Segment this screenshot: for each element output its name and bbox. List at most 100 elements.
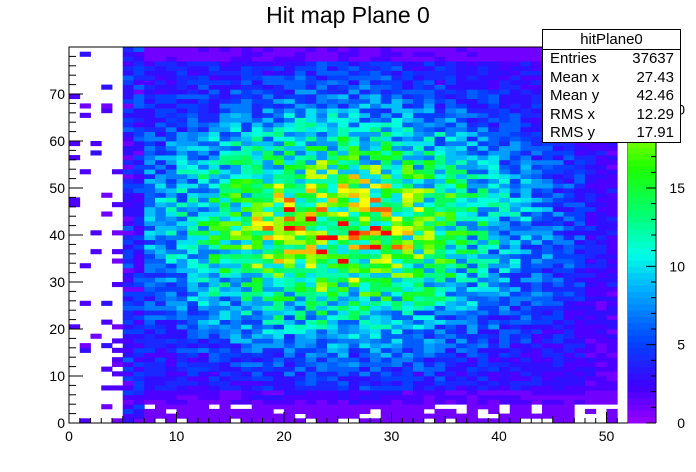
heatmap-cell — [477, 56, 489, 62]
heatmap-cell — [574, 310, 586, 316]
heatmap-cell — [574, 319, 586, 325]
heatmap-cell — [391, 202, 403, 208]
heatmap-cell — [574, 145, 586, 151]
heatmap-cell — [595, 159, 607, 165]
heatmap-cell — [241, 164, 253, 170]
heatmap-cell — [552, 385, 564, 391]
heatmap-cell — [466, 390, 478, 396]
heatmap-cell — [316, 61, 328, 67]
heatmap-cell — [585, 376, 597, 382]
heatmap-cell — [466, 253, 478, 259]
heatmap-cell — [370, 47, 382, 53]
heatmap-cell — [606, 380, 618, 386]
heatmap-cell — [165, 61, 177, 67]
heatmap-cell — [380, 314, 392, 320]
heatmap-cell — [273, 150, 285, 156]
heatmap-cell — [176, 343, 188, 349]
heatmap-cell — [251, 366, 263, 372]
heatmap-cell — [370, 380, 382, 386]
heatmap-cell — [391, 343, 403, 349]
heatmap-cell — [337, 216, 349, 222]
heatmap-cell — [219, 211, 231, 217]
heatmap-cell — [273, 98, 285, 104]
heatmap-cell — [230, 385, 242, 391]
heatmap-cell — [606, 178, 618, 184]
heatmap-cell — [520, 155, 532, 161]
heatmap-cell — [144, 173, 156, 179]
heatmap-cell — [133, 131, 145, 137]
heatmap-cell — [176, 267, 188, 273]
heatmap-cell — [574, 357, 586, 363]
heatmap-cell — [144, 413, 156, 419]
heatmap-cell — [230, 258, 242, 264]
heatmap-cell — [241, 291, 253, 297]
heatmap-cell — [542, 371, 554, 377]
heatmap-cell — [488, 65, 500, 71]
heatmap-cell — [273, 286, 285, 292]
heatmap-cell — [402, 164, 414, 170]
heatmap-cell — [337, 155, 349, 161]
heatmap-cell — [208, 220, 220, 226]
heatmap-cell — [359, 357, 371, 363]
heatmap-cell — [284, 225, 296, 231]
heatmap-cell — [595, 385, 607, 391]
heatmap-cell — [155, 324, 167, 330]
heatmap-cell — [456, 272, 468, 278]
heatmap-cell — [165, 314, 177, 320]
heatmap-cell — [531, 117, 543, 123]
heatmap-cell — [509, 267, 521, 273]
heatmap-cell — [359, 277, 371, 283]
heatmap-cell — [305, 314, 317, 320]
heatmap-cell — [348, 150, 360, 156]
heatmap-cell — [122, 371, 134, 377]
heatmap-cell — [595, 361, 607, 367]
heatmap-cell — [445, 258, 457, 264]
heatmap-cell — [316, 150, 328, 156]
heatmap-cell — [520, 291, 532, 297]
heatmap-cell — [606, 413, 618, 419]
heatmap-cell — [391, 136, 403, 142]
heatmap-cell — [327, 305, 339, 311]
heatmap-cell — [499, 51, 511, 57]
heatmap-cell — [563, 258, 575, 264]
heatmap-cell — [391, 371, 403, 377]
heatmap-cell — [144, 51, 156, 57]
heatmap-cell — [219, 117, 231, 123]
heatmap-cell — [445, 263, 457, 269]
heatmap-cell — [585, 385, 597, 391]
heatmap-cell — [595, 202, 607, 208]
heatmap-cell — [316, 225, 328, 231]
heatmap-cell — [262, 225, 274, 231]
heatmap-cell — [337, 145, 349, 151]
heatmap-cell — [187, 112, 199, 118]
heatmap-cell — [122, 169, 134, 175]
heatmap-cell — [69, 94, 81, 100]
heatmap-cell — [585, 296, 597, 302]
heatmap-cell — [133, 47, 145, 53]
heatmap-cell — [262, 169, 274, 175]
heatmap-cell — [434, 380, 446, 386]
heatmap-cell — [294, 385, 306, 391]
heatmap-cell — [294, 394, 306, 400]
heatmap-cell — [284, 291, 296, 297]
heatmap-cell — [574, 249, 586, 255]
palette-step — [628, 241, 656, 249]
heatmap-cell — [391, 267, 403, 273]
heatmap-cell — [574, 244, 586, 250]
heatmap-cell — [208, 380, 220, 386]
heatmap-cell — [477, 296, 489, 302]
heatmap-cell — [294, 188, 306, 194]
heatmap-cell — [241, 94, 253, 100]
heatmap-cell — [176, 211, 188, 217]
heatmap-cell — [456, 314, 468, 320]
heatmap-cell — [423, 188, 435, 194]
heatmap-cell — [122, 333, 134, 339]
heatmap-cell — [499, 319, 511, 325]
palette-step — [628, 147, 656, 155]
heatmap-cell — [122, 98, 134, 104]
heatmap-cell — [509, 390, 521, 396]
heatmap-cell — [391, 291, 403, 297]
heatmap-cell — [284, 282, 296, 288]
heatmap-cell — [122, 108, 134, 114]
heatmap-cell — [230, 47, 242, 53]
